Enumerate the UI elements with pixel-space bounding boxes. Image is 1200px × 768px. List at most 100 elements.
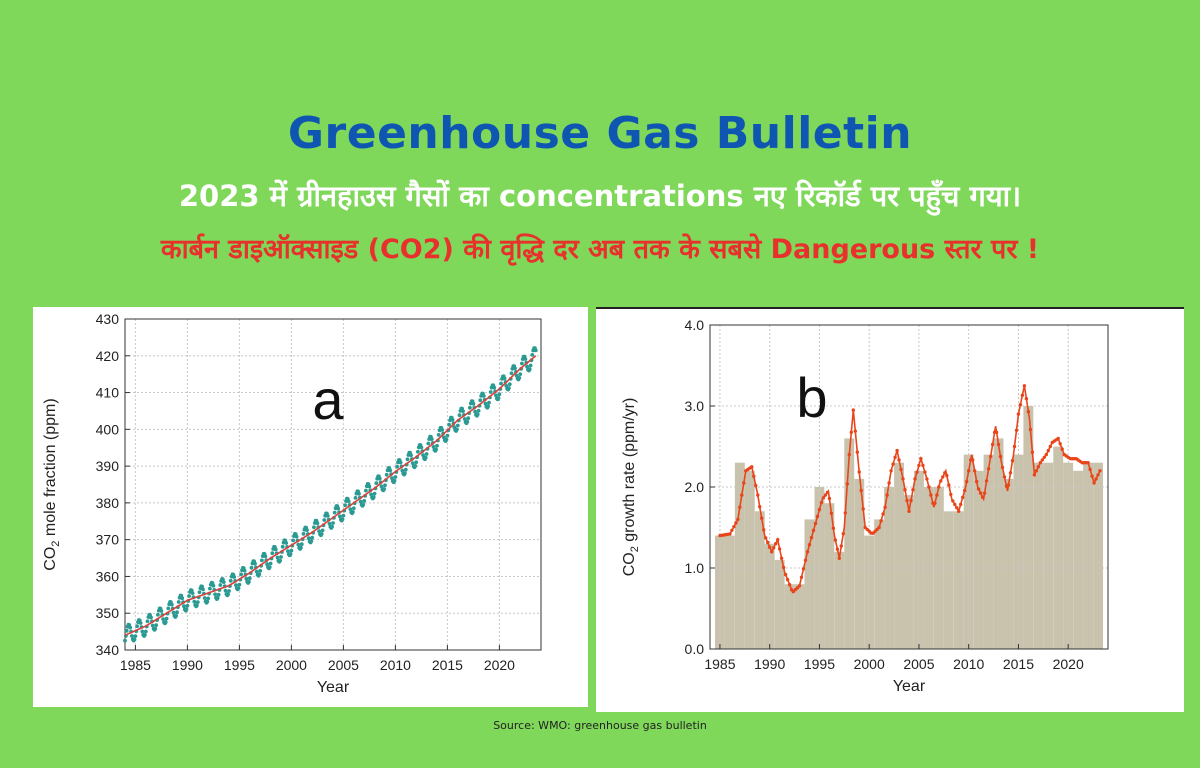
chart-b-y-axis-label: CO2 growth rate (ppm/yr): [621, 398, 641, 577]
chart-a-monthly-point: [143, 629, 148, 634]
chart-a-monthly-point: [260, 558, 264, 563]
chart-b-growth-point: [760, 516, 764, 520]
chart-a-monthly-point: [414, 460, 419, 465]
chart-a-monthly-point: [527, 367, 532, 372]
chart-a-monthly-point: [175, 610, 179, 615]
chart-b-growth-point: [986, 467, 991, 471]
chart-a-y-tick-label: 340: [96, 642, 120, 658]
chart-b-growth-point: [959, 502, 963, 507]
chart-b-growth-point: [923, 470, 927, 474]
chart-b-growth-point: [971, 458, 975, 462]
chart-a-monthly-point: [149, 615, 153, 620]
chart-a-monthly-point: [205, 599, 210, 604]
chart-a-monthly-point: [279, 555, 283, 559]
chart-b-growth-point: [939, 479, 943, 483]
chart-a-monthly-point: [312, 525, 316, 530]
chart-b-growth-point: [1098, 469, 1102, 473]
chart-b-x-tick-label: 1990: [754, 656, 785, 672]
chart-b-growth-point: [935, 493, 939, 497]
chart-a-monthly-point: [301, 532, 306, 536]
chart-a-monthly-point: [216, 592, 221, 597]
chart-a-monthly-point: [161, 617, 166, 621]
chart-b-y-tick-label: 1.0: [685, 560, 705, 576]
chart-b-growth-point: [1026, 410, 1031, 414]
chart-a-monthly-point: [416, 449, 420, 454]
chart-b-growth-point: [811, 528, 816, 533]
chart-b-growth-point: [1024, 397, 1029, 401]
chart-b-growth-point: [740, 493, 744, 497]
chart-a-monthly-point: [227, 589, 231, 593]
chart-a-monthly-point: [236, 586, 241, 590]
chart-b-bar: [784, 584, 795, 649]
chart-b-growth-point: [815, 514, 820, 519]
chart-a-monthly-point: [226, 592, 231, 597]
chart-b-growth-point: [990, 442, 995, 447]
chart-b-growth-point: [766, 540, 770, 545]
chart-b-growth-point: [891, 462, 895, 466]
chart-b-growth-point: [903, 488, 907, 492]
chart-b-bar: [973, 470, 984, 649]
chart-a-monthly-point: [426, 441, 431, 446]
chart-a-monthly-point: [237, 582, 242, 587]
chart-b-bar: [1093, 462, 1103, 649]
chart-a-monthly-point: [351, 506, 356, 511]
chart-b-growth-point: [925, 477, 929, 481]
chart-a-monthly-point: [133, 634, 138, 638]
chart-b-growth-point: [1044, 452, 1048, 457]
chart-a-monthly-point: [291, 538, 295, 543]
chart-a-monthly-point: [187, 594, 192, 598]
chart-b-bar: [834, 551, 845, 649]
chart-a-monthly-point: [145, 619, 150, 624]
chart-a-monthly-point: [444, 437, 449, 442]
chart-b-growth-point: [833, 538, 838, 542]
chart-a-monthly-point: [154, 623, 159, 627]
chart-a-monthly-point: [336, 506, 341, 511]
chart-a-monthly-point: [379, 484, 384, 489]
chart-a-monthly-point: [348, 507, 353, 511]
chart-a-monthly-point: [421, 453, 425, 457]
chart-b-growth-point: [909, 498, 913, 503]
chart-b-growth-point: [907, 509, 911, 513]
chart-a-monthly-point: [163, 620, 168, 625]
chart-b-growth-point: [901, 477, 905, 481]
chart-a-y-tick-label: 370: [96, 532, 120, 548]
chart-a-monthly-point: [265, 562, 269, 567]
chart-b-growth-point: [893, 455, 897, 459]
chart-a-monthly-point: [392, 478, 397, 483]
chart-a-x-tick-label: 2020: [484, 657, 515, 673]
chart-b-growth-point: [787, 583, 792, 587]
chart-a-monthly-point: [492, 385, 497, 390]
chart-a-monthly-point: [419, 445, 424, 450]
chart-a-monthly-point: [476, 408, 481, 413]
chart-b-growth-point: [827, 496, 832, 501]
chart-a-monthly-point: [383, 483, 387, 488]
chart-a-monthly-point: [211, 583, 216, 588]
chart-b-growth-point: [829, 511, 834, 515]
chart-b-growth-point: [736, 517, 740, 522]
chart-b-bar: [1043, 462, 1054, 649]
chart-b-x-tick-label: 1995: [804, 656, 835, 672]
chart-a-monthly-point: [174, 613, 179, 618]
chart-a-monthly-point: [206, 596, 211, 601]
chart-b-growth-point: [801, 567, 806, 571]
chart-a-monthly-point: [247, 579, 251, 584]
chart-a-monthly-point: [184, 607, 189, 612]
chart-a-monthly-point: [435, 443, 439, 448]
chart-b-growth-point: [797, 584, 802, 588]
chart-a-monthly-point: [371, 495, 376, 500]
chart-b-growth-point: [803, 558, 808, 562]
chart-a-monthly-point: [502, 376, 507, 381]
chart-a-monthly-point: [499, 381, 503, 386]
chart-a-x-tick-label: 2005: [328, 657, 359, 673]
chart-a-monthly-point: [528, 363, 533, 368]
chart-a-monthly-point: [143, 633, 147, 637]
chart-b-growth-point: [730, 528, 734, 532]
chart-b-growth-point: [1040, 458, 1044, 462]
chart-a-monthly-point: [455, 427, 459, 432]
chart-b-bar: [804, 519, 815, 649]
chart-a-monthly-point: [361, 502, 366, 507]
chart-b-growth-point: [734, 521, 738, 525]
chart-b-growth-point: [1096, 473, 1100, 477]
chart-a-trend-line: [124, 355, 537, 637]
chart-b-growth-point: [988, 454, 993, 459]
